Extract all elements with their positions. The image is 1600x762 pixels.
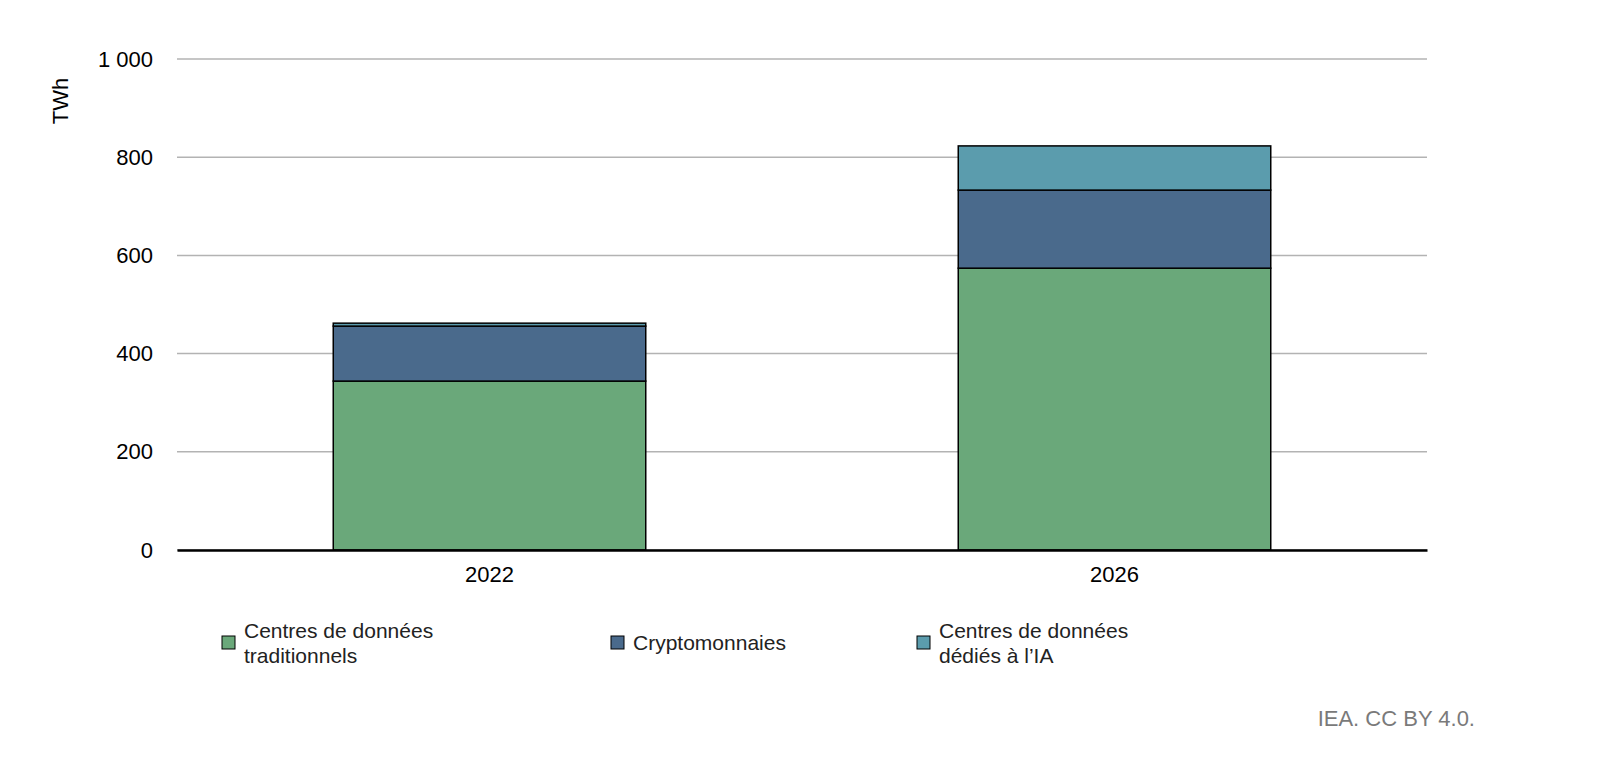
legend: Centres de donnéestraditionnels Cryptomon…	[222, 619, 1128, 667]
y-tick: 800	[116, 145, 177, 170]
x-axis: 2022 2026	[178, 550, 1428, 587]
legend-swatch	[917, 636, 930, 649]
y-tick: 600	[116, 243, 177, 268]
y-tick-label: 600	[116, 243, 153, 268]
x-tick-label: 2026	[1090, 562, 1139, 587]
legend-label: Centres de donnéestraditionnels	[244, 619, 433, 667]
bar-segment	[333, 381, 646, 550]
bar-segment	[333, 323, 646, 326]
y-axis-line	[177, 60, 178, 551]
x-tick: 2022	[465, 550, 514, 587]
legend-label: Centres de donnéesdédiés à l’IA	[939, 619, 1128, 667]
x-tick-label: 2022	[465, 562, 514, 587]
y-tick-label: 0	[141, 538, 153, 563]
grid-line	[177, 549, 1427, 551]
chart: 0 200 400 600 800 1 000 2022 2026 TWh Centres de …	[0, 0, 1600, 762]
bar-segment	[958, 190, 1271, 268]
bar-segment	[958, 268, 1271, 550]
grid	[177, 59, 1427, 550]
y-tick-label: 1 000	[98, 47, 153, 72]
legend-item: Centres de donnéesdédiés à l’IA	[917, 619, 1128, 667]
y-tick: 0	[141, 538, 177, 563]
y-axis: 0 200 400 600 800 1 000	[98, 47, 178, 563]
legend-item: Centres de donnéestraditionnels	[222, 619, 433, 667]
y-tick-label: 800	[116, 145, 153, 170]
legend-swatch	[611, 636, 624, 649]
source: IEA. CC BY 4.0.	[1318, 706, 1475, 731]
y-tick: 1 000	[98, 47, 177, 72]
y-tick-label: 400	[116, 341, 153, 366]
y-tick-label: 200	[116, 439, 153, 464]
grid-line	[177, 58, 1427, 60]
y-axis-title: TWh	[48, 78, 73, 124]
bar-segment	[958, 146, 1271, 190]
x-axis-line	[178, 549, 1428, 552]
bars	[333, 146, 1271, 550]
x-tick: 2026	[1090, 550, 1139, 587]
y-tick: 400	[116, 341, 177, 366]
legend-swatch	[222, 636, 235, 649]
y-tick: 200	[116, 439, 177, 464]
legend-label: Cryptomonnaies	[633, 631, 786, 654]
legend-item: Cryptomonnaies	[611, 631, 786, 654]
bar-segment	[333, 326, 646, 381]
